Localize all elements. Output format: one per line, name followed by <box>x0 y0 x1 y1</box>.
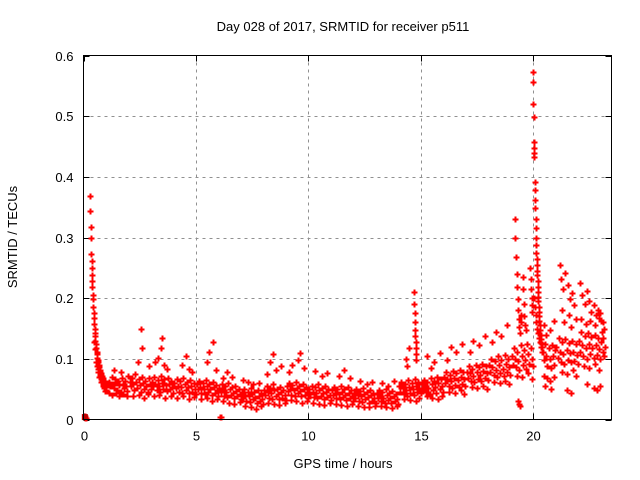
x-axis-label: GPS time / hours <box>294 456 393 471</box>
y-axis-ticks: 0 0.1 0.2 0.3 0.4 0.5 0.6 <box>55 49 612 428</box>
plot-frame <box>83 55 612 420</box>
x-tick-label: 15 <box>414 429 428 444</box>
data-points <box>81 69 609 422</box>
y-tick-label: 0.3 <box>55 231 73 246</box>
x-tick-label: 20 <box>526 429 540 444</box>
y-tick-label: 0.2 <box>55 291 73 306</box>
origin-data-point <box>81 414 88 421</box>
y-tick-label: 0.1 <box>55 352 73 367</box>
page-title: Day 028 of 2017, SRMTID for receiver p51… <box>217 19 470 34</box>
x-tick-label: 10 <box>301 429 315 444</box>
y-tick-label: 0.4 <box>55 170 73 185</box>
x-tick-label: 5 <box>193 429 200 444</box>
y-axis-label: SRMTID / TECUs <box>5 185 20 288</box>
x-axis-ticks: 0 5 10 15 20 <box>81 55 541 444</box>
y-tick-label: 0 <box>66 413 73 428</box>
x-tick-label: 0 <box>81 429 88 444</box>
y-tick-label: 0.5 <box>55 109 73 124</box>
y-tick-label: 0.6 <box>55 49 73 64</box>
